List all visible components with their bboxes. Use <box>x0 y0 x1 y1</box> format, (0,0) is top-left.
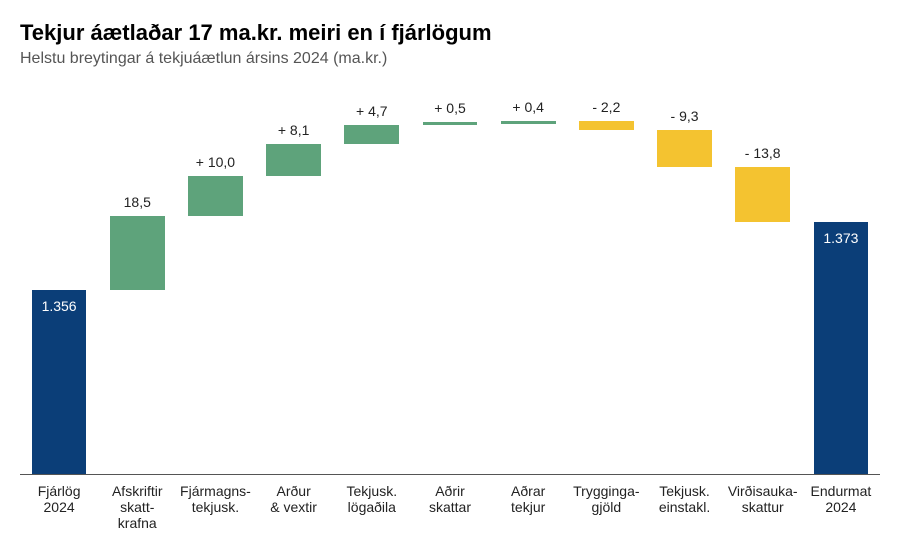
value-label: 1.373 <box>802 230 880 246</box>
waterfall-bar <box>657 130 712 167</box>
value-label: 18,5 <box>98 194 176 210</box>
x-axis-label: Fjármagns-tekjusk. <box>176 483 254 515</box>
value-label: - 13,8 <box>724 145 802 161</box>
x-axis-label: Virðisauka-skattur <box>724 483 802 515</box>
waterfall-bar <box>266 144 321 176</box>
value-label: + 10,0 <box>176 154 254 170</box>
waterfall-bar <box>344 125 399 144</box>
waterfall-bar <box>110 216 165 290</box>
x-axis-label: Aðrirskattar <box>411 483 489 515</box>
x-axis-label: Tekjusk.lögaðila <box>333 483 411 515</box>
waterfall-bar <box>423 122 478 125</box>
x-axis-label: Afskriftirskatt-krafna <box>98 483 176 531</box>
waterfall-bar <box>735 167 790 222</box>
waterfall-bar <box>579 121 634 130</box>
value-label: - 2,2 <box>567 99 645 115</box>
chart-area: 1.356 18,5 + 10,0+ 8,1+ 4,7+ 0,5+ 0,4- 2,2… <box>20 94 880 544</box>
chart-container: Tekjur áætlaðar 17 ma.kr. meiri en í fjá… <box>0 0 900 547</box>
x-axis-labels: Fjárlög2024Afskriftirskatt-krafnaFjármag… <box>20 475 880 545</box>
value-label: + 0,4 <box>489 99 567 115</box>
waterfall-bar <box>188 176 243 216</box>
waterfall-bar <box>32 290 87 474</box>
x-axis-label: Arður& vextir <box>255 483 333 515</box>
waterfall-bar <box>501 121 556 124</box>
value-label: - 9,3 <box>645 108 723 124</box>
chart-title: Tekjur áætlaðar 17 ma.kr. meiri en í fjá… <box>20 20 880 46</box>
x-axis-label: Fjárlög2024 <box>20 483 98 515</box>
value-label: 1.356 <box>20 298 98 314</box>
chart-subtitle: Helstu breytingar á tekjuáætlun ársins 2… <box>20 50 880 68</box>
x-axis-label: Tekjusk.einstakl. <box>645 483 723 515</box>
x-axis-label: Trygginga-gjöld <box>567 483 645 515</box>
plot-region: 1.356 18,5 + 10,0+ 8,1+ 4,7+ 0,5+ 0,4- 2,2… <box>20 94 880 475</box>
value-label: + 8,1 <box>255 122 333 138</box>
value-label: + 0,5 <box>411 100 489 116</box>
x-axis-label: Aðrartekjur <box>489 483 567 515</box>
x-axis-label: Endurmat2024 <box>802 483 880 515</box>
waterfall-bar <box>814 222 869 474</box>
value-label: + 4,7 <box>333 103 411 119</box>
